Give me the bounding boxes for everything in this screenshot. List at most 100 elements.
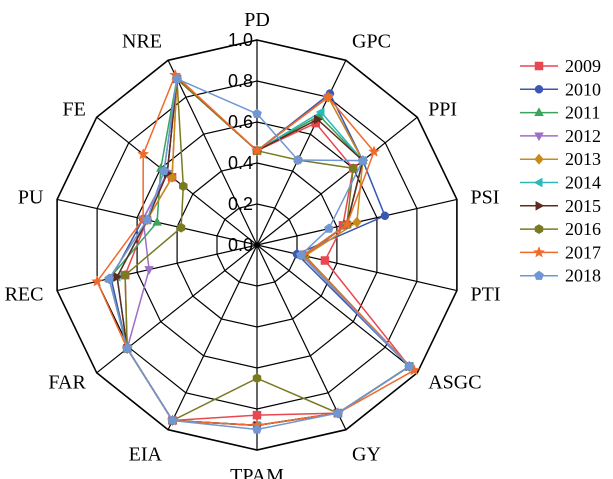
axis-spoke (256, 244, 418, 374)
data-point-2017-gpc (322, 90, 335, 103)
data-point-2018-fe (159, 165, 169, 176)
data-point-2009-tpam (252, 410, 262, 420)
axis-label-fe: FE (62, 99, 85, 121)
legend-marker-2015 (535, 200, 545, 211)
legend-marker-2017 (533, 246, 545, 258)
data-point-2009-pti (320, 256, 330, 265)
series-2015 (113, 73, 415, 431)
legend-marker-2010 (534, 85, 544, 94)
radar-series (91, 68, 421, 434)
data-point-2011-pu (152, 216, 162, 226)
axis-label-pd: PD (244, 9, 270, 31)
legend-item-2010: 2010 (520, 79, 601, 99)
legend-label: 2018 (565, 266, 601, 286)
data-point-2016-rec (120, 270, 130, 280)
axis-spoke (256, 244, 347, 430)
tick-label: 0.8 (228, 71, 253, 91)
data-point-2018-gpc (293, 154, 303, 165)
legend-label: 2012 (565, 126, 601, 146)
axis-spoke (167, 244, 258, 430)
axis-label-gy: GY (352, 443, 381, 465)
axis-spoke (256, 244, 458, 292)
axis-label-psi: PSI (471, 186, 500, 208)
series-2018 (104, 73, 415, 434)
data-point-2018-nre (172, 73, 182, 83)
chart-legend: 2009 2010 2011 2012 2013 2014 2015 2016 2017 2018 (520, 56, 601, 286)
series-2014 (111, 73, 413, 431)
data-point-2013-fe (167, 171, 177, 183)
axis-label-pu: PU (18, 186, 44, 208)
axis-label-nre: NRE (122, 31, 162, 53)
data-point-2017-rec (91, 275, 104, 287)
axis-label-rec: REC (5, 284, 44, 306)
legend-item-2013: 2013 (520, 149, 601, 169)
axis-label-far: FAR (48, 372, 86, 394)
legend-label: 2013 (565, 149, 601, 169)
axis-label-eia: EIA (129, 443, 163, 465)
legend-label: 2015 (565, 196, 601, 216)
tick-label: 0.0 (228, 235, 253, 255)
data-point-2018-rec (104, 273, 114, 283)
legend-label: 2010 (565, 79, 601, 99)
series-line-2013 (108, 77, 411, 427)
legend-item-2014: 2014 (520, 173, 601, 193)
data-point-2018-pti (296, 249, 306, 260)
axis-label-ppi: PPI (428, 99, 457, 121)
data-point-2018-asgc (404, 361, 415, 371)
axis-label-tpam: TPAM (230, 465, 284, 479)
legend-label: 2016 (565, 219, 601, 239)
data-point-2016-pu (176, 222, 186, 233)
radar-tick-labels: 0.0 0.2 0.4 0.6 0.8 1.0 (228, 30, 253, 255)
data-point-2015-rec (113, 272, 123, 282)
axis-label-gpc: GPC (352, 31, 391, 53)
axis-spoke (167, 60, 258, 246)
data-point-2017-pd (251, 144, 263, 156)
data-point-2018-far (122, 343, 132, 353)
legend-marker-2014 (533, 177, 543, 188)
legend-item-2011: 2011 (520, 103, 600, 123)
legend-item-2016: 2016 (520, 219, 601, 239)
axis-spoke (96, 116, 258, 246)
legend-label: 2014 (565, 173, 601, 193)
data-point-2018-ppi (357, 155, 368, 165)
data-point-2018-pd (252, 108, 262, 118)
tick-label: 0.4 (228, 153, 253, 173)
legend-item-2017: 2017 (520, 242, 601, 262)
tick-label: 1.0 (228, 30, 253, 50)
data-point-2016-tpam (252, 373, 262, 384)
legend-item-2018: 2018 (520, 266, 601, 286)
data-point-2014-gpc (315, 107, 325, 117)
data-point-2010-psi (380, 211, 390, 221)
data-point-2016-fe (179, 181, 188, 192)
legend-marker-2011 (534, 107, 544, 117)
data-point-2018-pu (142, 214, 152, 225)
series-2009 (120, 74, 414, 425)
axis-spoke (56, 244, 258, 292)
series-line-2011 (108, 77, 411, 427)
data-point-2013-psi (352, 216, 362, 228)
legend-marker-2009 (534, 61, 544, 71)
legend-label: 2017 (565, 242, 601, 262)
legend-item-2015: 2015 (520, 196, 601, 216)
data-point-2017-psi (340, 218, 353, 230)
data-point-2018-eia (167, 415, 178, 425)
data-point-2018-psi (324, 223, 334, 233)
data-point-2015-gpc (314, 114, 323, 125)
radar-axis-labels: PD GPC PPI PSI PTI ASGC GY TPAM EIA FAR REC PU FE NRE (5, 9, 501, 479)
data-point-2012-rec (144, 266, 154, 275)
data-point-2016-ppi (348, 163, 358, 174)
legend-marker-2012 (534, 132, 544, 142)
data-point-2017-fe (137, 148, 150, 160)
axis-label-pti: PTI (471, 284, 501, 306)
tick-label: 0.2 (228, 194, 253, 214)
legend-marker-2016 (534, 224, 544, 234)
axis-label-asgc: ASGC (428, 372, 481, 394)
axis-spoke (256, 116, 418, 246)
legend-marker-2018 (534, 270, 544, 280)
tick-label: 0.6 (228, 112, 253, 132)
legend-item-2012: 2012 (520, 126, 601, 146)
legend-label: 2011 (565, 103, 600, 123)
legend-label: 2009 (565, 56, 601, 76)
legend-item-2009: 2009 (520, 56, 601, 76)
